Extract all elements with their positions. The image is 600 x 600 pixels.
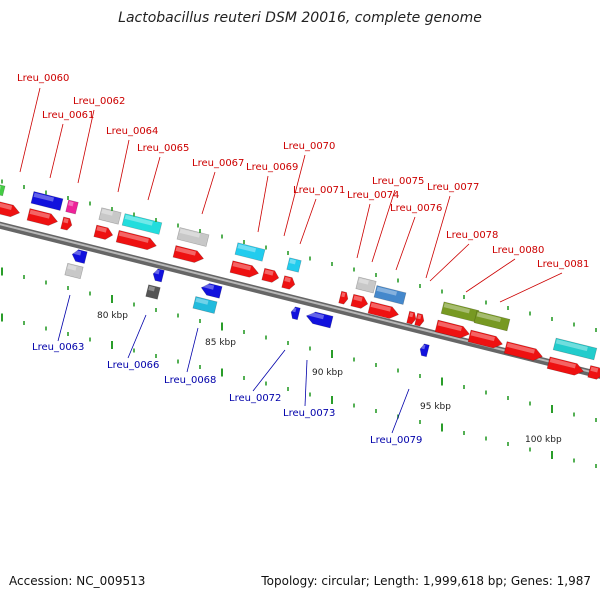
leader-line: [257, 175, 269, 233]
genome-title: Lactobacillus reuteri DSM 20016, complet…: [118, 10, 482, 26]
scale-label: 90 kbp: [312, 368, 343, 378]
leader-line: [201, 171, 216, 215]
gene-lreu-0064: [98, 207, 122, 225]
leader-line: [425, 195, 451, 279]
gene-lreu-0082: [552, 337, 598, 361]
leader-line: [429, 243, 470, 282]
gene-lreu-0068: [192, 296, 218, 314]
gene-lreu-0062b: [60, 216, 73, 231]
gene-lreu-0061: [30, 191, 64, 211]
gene-lreu-0062: [65, 199, 79, 215]
gene-lreu-0073: [305, 311, 334, 329]
gene-lreu-0078: [440, 301, 480, 323]
gene-lreu-0081: [503, 341, 543, 361]
leader-line: [304, 359, 308, 407]
gene-lreu-0067: [176, 227, 210, 247]
gene-label-top: Lreu_0062: [73, 96, 125, 107]
leader-line: [371, 189, 396, 263]
leader-line: [117, 139, 130, 193]
topology-summary: Topology: circular; Length: 1,999,618 bp…: [261, 574, 591, 588]
gene-label-top: Lreu_0069: [246, 162, 298, 173]
leader-line: [283, 154, 306, 237]
gene-lreu-0068b: [200, 282, 223, 299]
leader-line: [499, 272, 563, 303]
gene-label-top: Lreu_0076: [390, 203, 442, 214]
leader-line: [391, 388, 410, 434]
scale-label: 80 kbp: [97, 311, 128, 321]
gene-label-bottom: Lreu_0063: [32, 342, 84, 353]
tick-row-scale: [1, 313, 597, 468]
gene-lreu-0060: [0, 200, 21, 218]
gene-lreu-0066: [145, 284, 161, 300]
gene-lreu-0070b: [261, 267, 280, 283]
gene-label-top: Lreu_0080: [492, 245, 544, 256]
gene-lreu-0059: [0, 183, 6, 197]
gene-label-top: Lreu_0081: [537, 259, 589, 270]
gene-lreu-0071: [281, 275, 296, 290]
gene-label-top: Lreu_0067: [192, 158, 244, 169]
gene-lreu-0082b: [546, 356, 584, 376]
genome-backbone-highlight: [0, 223, 600, 376]
scale-label: 95 kbp: [420, 402, 451, 412]
gene-lreu-0078c: [434, 319, 470, 339]
leader-line: [57, 294, 71, 342]
gene-label-top: Lreu_0060: [17, 73, 69, 84]
gene-lreu-0074c: [350, 293, 369, 309]
scale-label: 85 kbp: [205, 338, 236, 348]
gene-lreu-0074b: [338, 290, 349, 305]
gene-label-top: Lreu_0070: [283, 141, 335, 152]
gene-label-top: Lreu_0061: [42, 110, 94, 121]
gene-lreu-0069b: [229, 260, 260, 278]
leader-line: [49, 123, 64, 179]
gene-lreu-0074: [355, 276, 377, 294]
gene-label-bottom: Lreu_0066: [107, 360, 159, 371]
gene-lreu-0076: [367, 301, 400, 319]
leader-line: [19, 87, 41, 173]
scale-label: 100 kbp: [525, 435, 562, 445]
gene-lreu-0075: [373, 285, 407, 305]
gene-label-top: Lreu_0074: [347, 190, 399, 201]
gene-lreu-0083b: [587, 365, 600, 380]
gene-label-top: Lreu_0071: [293, 185, 345, 196]
leader-line: [395, 216, 416, 271]
leader-line: [186, 327, 199, 373]
gene-lreu-0063: [64, 262, 84, 280]
gene-lreu-0060b: [26, 208, 59, 226]
gene-lreu-0064b: [93, 224, 114, 240]
leader-line: [252, 349, 286, 392]
gene-lreu-0079: [419, 343, 430, 358]
gene-label-top: Lreu_0064: [106, 126, 158, 137]
gene-label-top: Lreu_0078: [446, 230, 498, 241]
tick-row-top: [1, 179, 597, 332]
gene-lreu-0077b: [406, 310, 417, 325]
gene-lreu-0063b: [71, 249, 88, 264]
gene-lreu-0065: [121, 213, 163, 235]
gene-lreu-0077: [414, 312, 425, 327]
leader-line: [147, 156, 161, 201]
leader-line: [356, 203, 371, 259]
gene-lreu-0069: [234, 242, 266, 262]
gene-label-bottom: Lreu_0068: [164, 375, 216, 386]
leader-line: [77, 109, 95, 184]
gene-label-top: Lreu_0075: [372, 176, 424, 187]
gene-lreu-0080: [467, 329, 503, 349]
gene-lreu-0067b: [172, 245, 205, 263]
gene-lreu-0066b: [152, 268, 165, 283]
gene-label-top: Lreu_0065: [137, 143, 189, 154]
gene-label-top: Lreu_0077: [427, 182, 479, 193]
gene-label-bottom: Lreu_0079: [370, 435, 422, 446]
gene-label-bottom: Lreu_0072: [229, 393, 281, 404]
leader-line: [127, 314, 147, 359]
leader-line: [299, 198, 317, 245]
gene-lreu-0078b: [473, 310, 511, 332]
gene-lreu-0072: [290, 306, 301, 321]
leader-line: [465, 258, 516, 293]
gene-lreu-0070: [286, 257, 302, 273]
tick-row-bottom: [1, 267, 597, 422]
gene-label-bottom: Lreu_0073: [283, 408, 335, 419]
accession-text: Accession: NC_009513: [9, 574, 146, 588]
gene-lreu-0065b: [115, 229, 157, 251]
